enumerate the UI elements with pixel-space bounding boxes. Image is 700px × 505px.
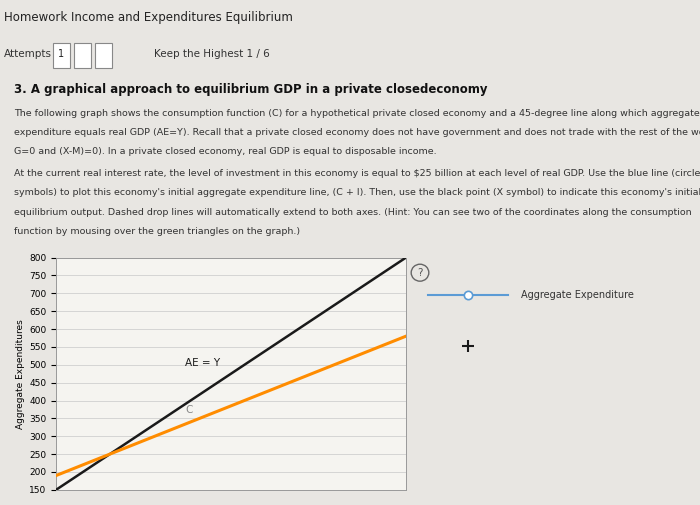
Text: function by mousing over the green triangles on the graph.): function by mousing over the green trian… [14,227,300,236]
FancyBboxPatch shape [52,43,70,68]
Text: The following graph shows the consumption function (C) for a hypothetical privat: The following graph shows the consumptio… [14,109,700,118]
Y-axis label: Aggregate Expenditures: Aggregate Expenditures [16,319,25,429]
Text: equilibrium output. Dashed drop lines will automatically extend to both axes. (H: equilibrium output. Dashed drop lines wi… [14,208,692,217]
Text: G=0 and (X-M)=0). In a private closed economy, real GDP is equal to disposable i: G=0 and (X-M)=0). In a private closed ec… [14,147,437,156]
Text: ?: ? [417,268,423,278]
Text: Keep the Highest 1 / 6: Keep the Highest 1 / 6 [154,49,270,59]
Text: symbols) to plot this economy's initial aggregate expenditure line, (C + I). The: symbols) to plot this economy's initial … [14,188,700,197]
Text: expenditure equals real GDP (AE=Y). Recall that a private closed economy does no: expenditure equals real GDP (AE=Y). Reca… [14,128,700,137]
FancyBboxPatch shape [94,43,112,68]
Text: 3. A graphical approach to equilibrium GDP in a private closedeconomy: 3. A graphical approach to equilibrium G… [14,83,487,96]
Text: 1: 1 [58,49,64,59]
Text: Homework Income and Expenditures Equilibrium: Homework Income and Expenditures Equilib… [4,11,293,24]
Text: AE = Y: AE = Y [186,359,220,368]
Text: At the current real interest rate, the level of investment in this economy is eq: At the current real interest rate, the l… [14,169,700,178]
Text: Aggregate Expenditure: Aggregate Expenditure [521,290,634,300]
FancyBboxPatch shape [74,43,91,68]
Text: C: C [186,405,192,415]
Text: Attempts: Attempts [4,49,52,59]
